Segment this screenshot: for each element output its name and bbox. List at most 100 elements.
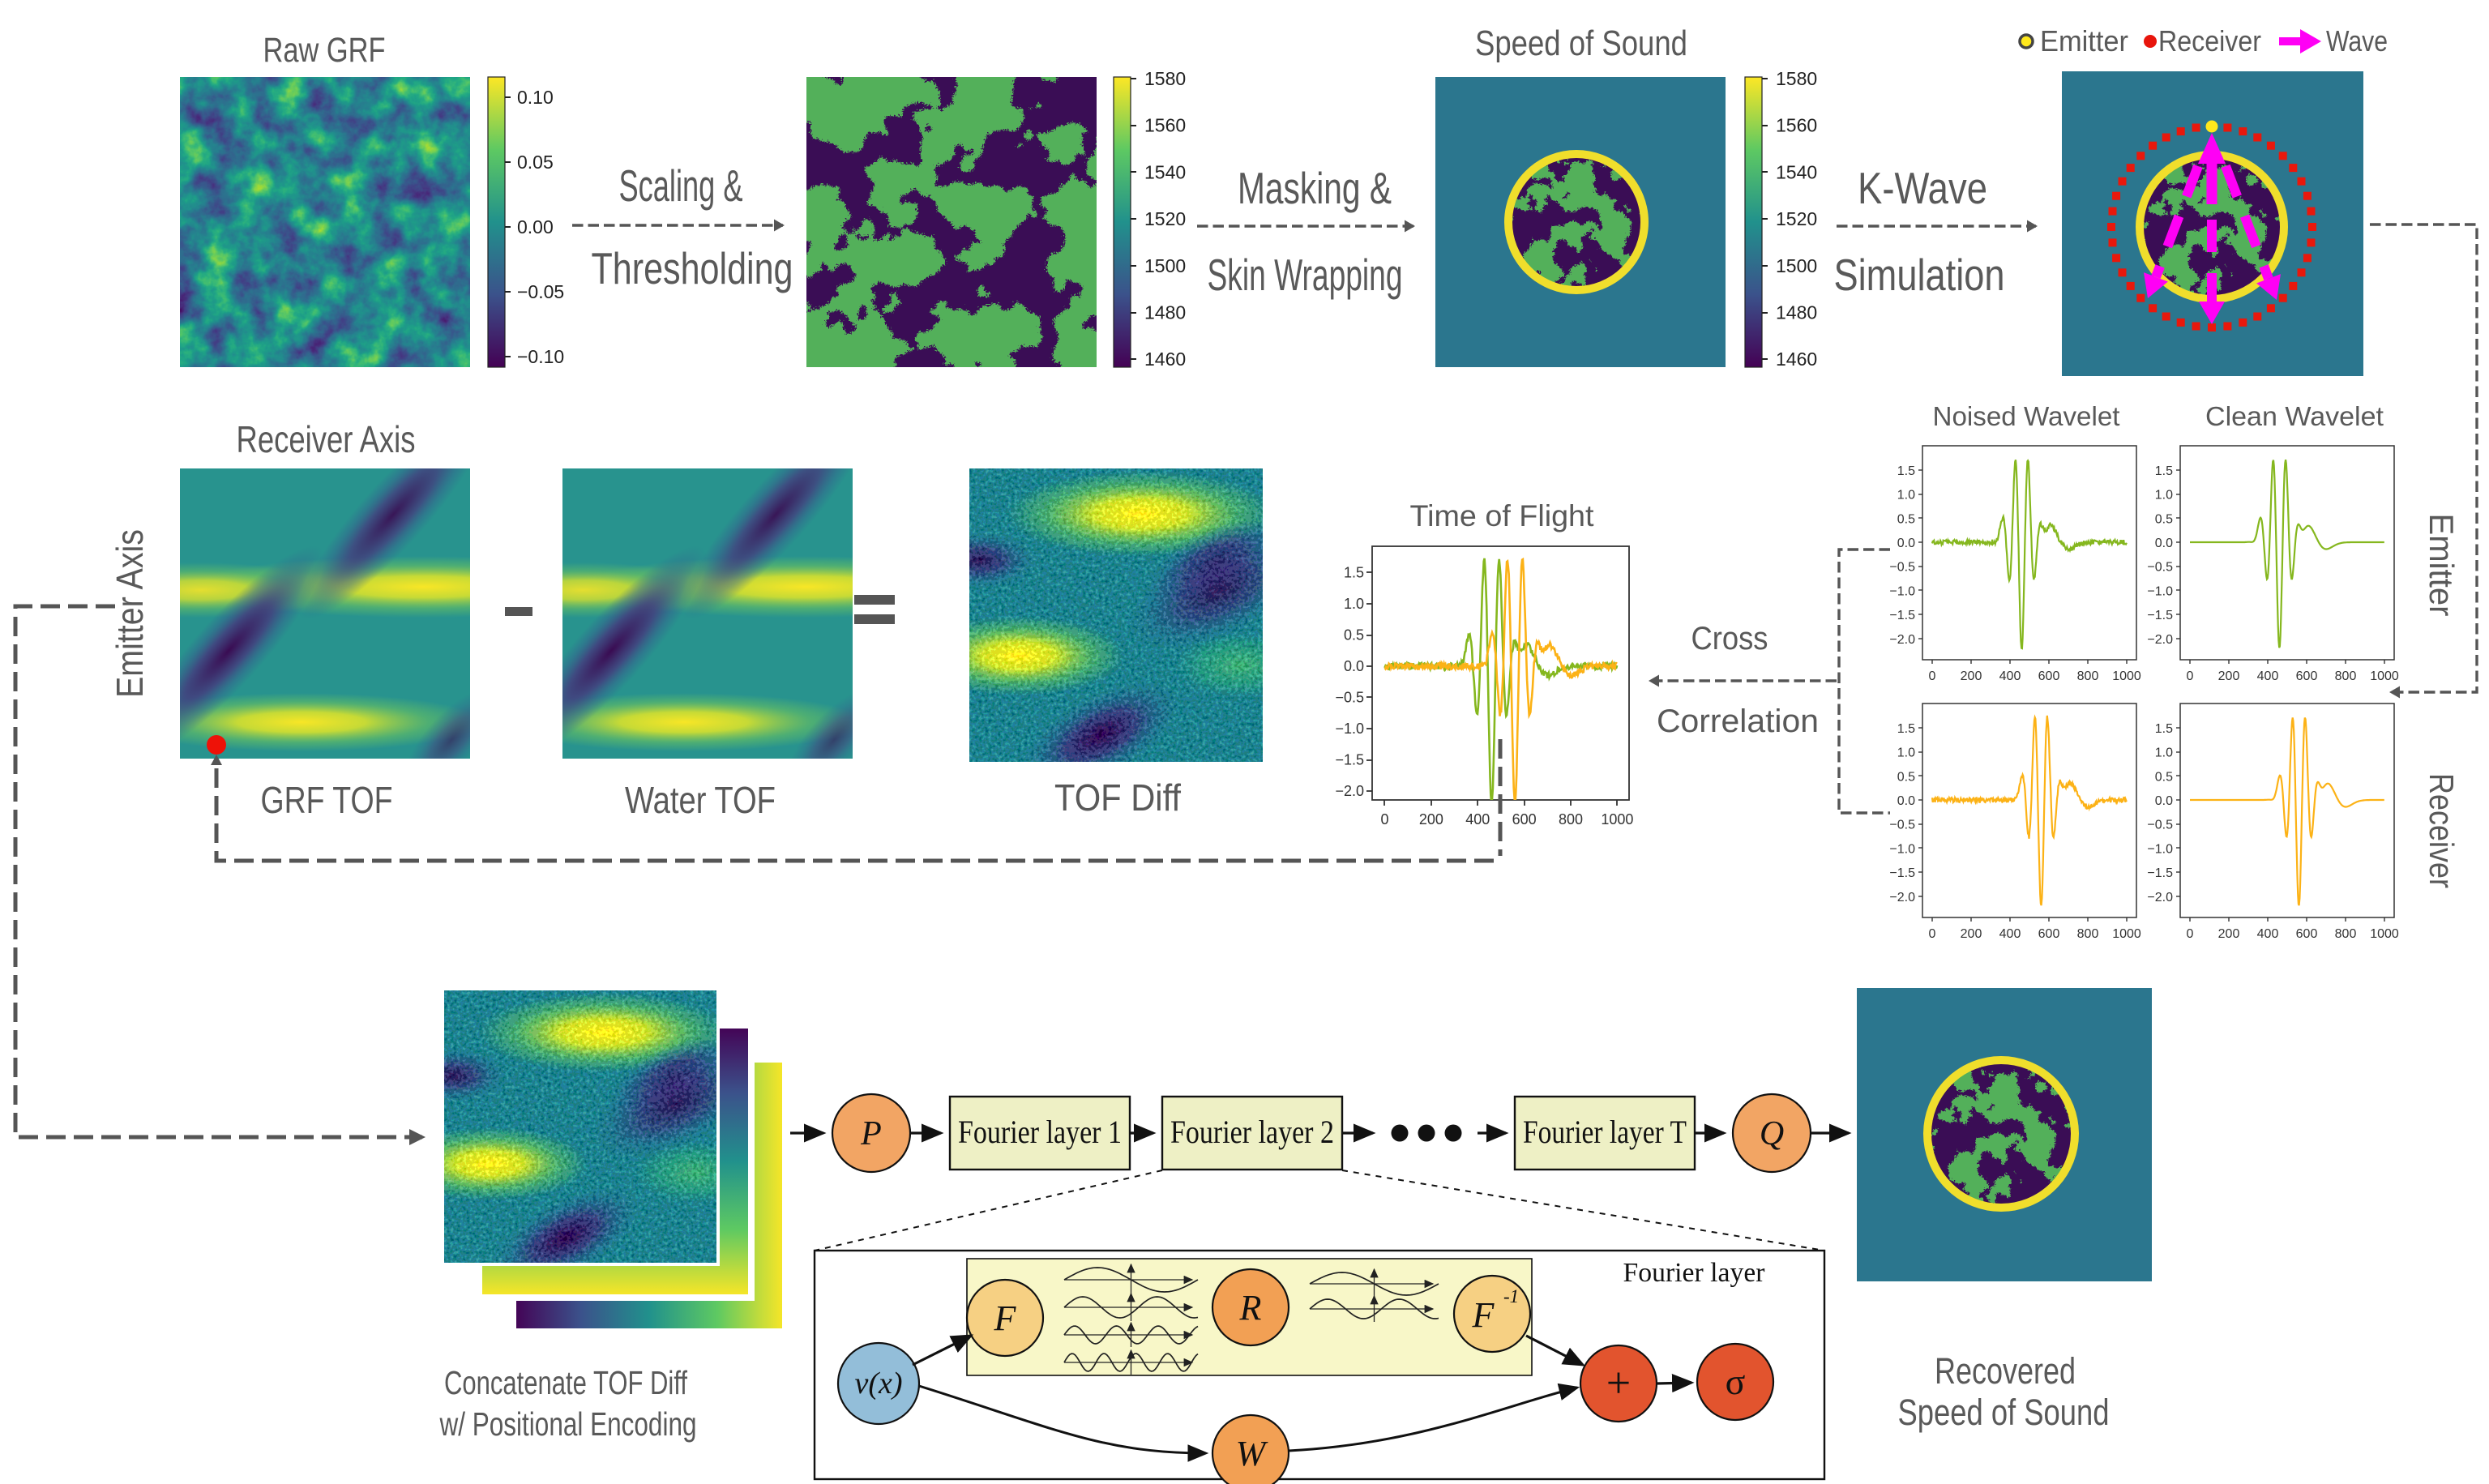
svg-text:Masking &: Masking & [1238, 163, 1392, 213]
svg-text:−1.5: −1.5 [2147, 609, 2173, 622]
svg-text:Speed of Sound: Speed of Sound [1898, 1392, 2110, 1433]
svg-text:−2.0: −2.0 [2147, 633, 2173, 647]
svg-text:+: + [1606, 1358, 1631, 1407]
svg-text:0.0: 0.0 [1897, 794, 1915, 808]
svg-text:−0.10: −0.10 [517, 346, 564, 367]
svg-text:1500: 1500 [1144, 255, 1186, 276]
svg-text:Receiver: Receiver [2423, 773, 2461, 888]
svg-text:−1.0: −1.0 [2147, 584, 2173, 598]
svg-text:−1.5: −1.5 [1335, 752, 1364, 768]
svg-text:Fourier layer 2: Fourier layer 2 [1170, 1114, 1334, 1150]
svg-text:−0.5: −0.5 [1889, 819, 1915, 832]
svg-text:0.0: 0.0 [1897, 537, 1915, 550]
svg-text:400: 400 [1465, 811, 1490, 828]
svg-text:0: 0 [1929, 669, 1936, 683]
svg-text:−1.0: −1.0 [1889, 584, 1915, 598]
svg-text:0: 0 [2187, 669, 2194, 683]
svg-text:Fourier layer 1: Fourier layer 1 [958, 1114, 1122, 1150]
svg-text:1580: 1580 [1144, 68, 1186, 89]
svg-text:−2.0: −2.0 [1335, 783, 1364, 799]
svg-text:Correlation: Correlation [1657, 704, 1819, 739]
svg-text:1.5: 1.5 [2155, 464, 2173, 478]
svg-text:800: 800 [2335, 669, 2357, 683]
svg-text:600: 600 [2038, 669, 2060, 683]
svg-text:0.00: 0.00 [517, 216, 554, 237]
svg-text:−0.5: −0.5 [1335, 690, 1364, 706]
svg-text:1520: 1520 [1776, 208, 1817, 229]
svg-text:1.0: 1.0 [2155, 746, 2173, 760]
svg-text:−2.0: −2.0 [1889, 633, 1915, 647]
svg-text:1460: 1460 [1144, 349, 1186, 370]
svg-text:0.0: 0.0 [2155, 537, 2173, 550]
svg-text:Cross: Cross [1691, 621, 1768, 656]
svg-text:1.5: 1.5 [2155, 722, 2173, 736]
svg-text:200: 200 [1961, 927, 1982, 941]
svg-text:1.5: 1.5 [1344, 565, 1364, 581]
svg-text:1560: 1560 [1144, 115, 1186, 136]
svg-text:w/ Positional Encoding: w/ Positional Encoding [439, 1405, 697, 1443]
svg-text:0.5: 0.5 [1897, 512, 1915, 526]
svg-text:σ: σ [1726, 1361, 1746, 1402]
svg-text:1560: 1560 [1776, 115, 1817, 136]
svg-text:F: F [1472, 1295, 1495, 1335]
svg-text:−0.5: −0.5 [2147, 561, 2173, 575]
svg-text:Concatenate TOF Diff: Concatenate TOF Diff [444, 1364, 687, 1401]
svg-text:0: 0 [1929, 927, 1936, 941]
svg-text:-1: -1 [1503, 1286, 1519, 1307]
svg-text:400: 400 [2257, 927, 2279, 941]
svg-text:Receiver Axis: Receiver Axis [237, 418, 416, 460]
svg-text:v(x): v(x) [854, 1366, 902, 1401]
svg-text:−1.5: −1.5 [2147, 866, 2173, 880]
svg-text:1480: 1480 [1776, 302, 1817, 323]
svg-text:1000: 1000 [2112, 927, 2141, 941]
svg-text:Scaling &: Scaling & [619, 160, 743, 211]
svg-text:1000: 1000 [2370, 927, 2399, 941]
svg-text:1000: 1000 [2112, 669, 2141, 683]
svg-text:800: 800 [2077, 669, 2099, 683]
svg-text:P: P [860, 1115, 882, 1153]
svg-text:−0.05: −0.05 [517, 281, 564, 302]
svg-text:F: F [994, 1298, 1017, 1338]
svg-text:GRF TOF: GRF TOF [261, 779, 393, 821]
svg-text:800: 800 [2335, 927, 2357, 941]
svg-text:−2.0: −2.0 [1889, 891, 1915, 905]
svg-text:Clean Wavelet: Clean Wavelet [2205, 401, 2384, 431]
svg-text:TOF Diff: TOF Diff [1054, 776, 1181, 819]
svg-text:400: 400 [1999, 927, 2021, 941]
svg-text:0: 0 [2187, 927, 2194, 941]
svg-text:−1.0: −1.0 [2147, 842, 2173, 856]
svg-text:800: 800 [2077, 927, 2099, 941]
svg-text:400: 400 [2257, 669, 2279, 683]
svg-text:K-Wave: K-Wave [1858, 163, 1987, 213]
svg-text:−0.5: −0.5 [2147, 819, 2173, 832]
svg-text:W: W [1236, 1434, 1268, 1473]
svg-text:Receiver: Receiver [2158, 24, 2261, 58]
svg-text:600: 600 [2296, 927, 2318, 941]
svg-text:Thresholding: Thresholding [592, 243, 793, 293]
svg-text:1540: 1540 [1144, 161, 1186, 182]
svg-text:1000: 1000 [2370, 669, 2399, 683]
svg-text:1540: 1540 [1776, 161, 1817, 182]
svg-text:200: 200 [1961, 669, 1982, 683]
svg-text:R: R [1239, 1288, 1262, 1328]
svg-text:1.5: 1.5 [1897, 722, 1915, 736]
svg-text:1.5: 1.5 [1897, 464, 1915, 478]
svg-text:800: 800 [1559, 811, 1583, 828]
svg-text:1.0: 1.0 [1344, 596, 1364, 612]
svg-text:600: 600 [2296, 669, 2318, 683]
svg-text:−1.5: −1.5 [1889, 866, 1915, 880]
svg-text:200: 200 [2218, 669, 2240, 683]
svg-text:Emitter Axis: Emitter Axis [109, 529, 151, 698]
svg-text:1480: 1480 [1144, 302, 1186, 323]
svg-text:1520: 1520 [1144, 208, 1186, 229]
svg-text:0.5: 0.5 [1897, 770, 1915, 784]
svg-text:Wave: Wave [2326, 24, 2388, 58]
svg-text:−0.5: −0.5 [1889, 561, 1915, 575]
svg-text:200: 200 [1419, 811, 1443, 828]
svg-text:1.0: 1.0 [2155, 489, 2173, 503]
svg-text:600: 600 [2038, 927, 2060, 941]
svg-text:Noised Wavelet: Noised Wavelet [1933, 401, 2120, 431]
svg-text:1.0: 1.0 [1897, 746, 1915, 760]
svg-text:1460: 1460 [1776, 349, 1817, 370]
svg-text:Simulation: Simulation [1834, 250, 2005, 300]
